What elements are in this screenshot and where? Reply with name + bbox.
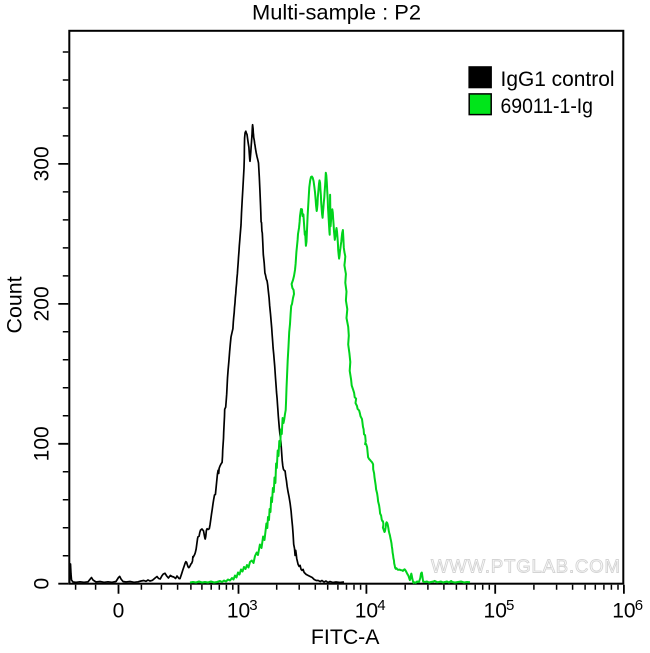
- svg-text:FITC-A: FITC-A: [311, 626, 380, 648]
- svg-text:0: 0: [31, 578, 54, 590]
- svg-text:10: 10: [355, 600, 378, 623]
- svg-text:300: 300: [31, 146, 54, 181]
- svg-text:IgG1 control: IgG1 control: [501, 68, 615, 91]
- svg-text:WWW.PTGLAB.COM: WWW.PTGLAB.COM: [431, 556, 621, 577]
- svg-text:Count: Count: [4, 276, 27, 333]
- svg-text:5: 5: [506, 597, 514, 614]
- svg-text:Multi-sample : P2: Multi-sample : P2: [252, 2, 421, 25]
- svg-text:10: 10: [484, 600, 507, 623]
- svg-text:10: 10: [612, 600, 635, 623]
- svg-text:10: 10: [227, 600, 250, 623]
- svg-text:100: 100: [31, 426, 54, 461]
- svg-text:200: 200: [31, 286, 54, 321]
- svg-text:4: 4: [377, 597, 385, 614]
- svg-text:3: 3: [249, 597, 257, 614]
- svg-text:69011-1-Ig: 69011-1-Ig: [501, 95, 594, 118]
- svg-text:0: 0: [113, 600, 125, 623]
- svg-text:6: 6: [635, 597, 643, 614]
